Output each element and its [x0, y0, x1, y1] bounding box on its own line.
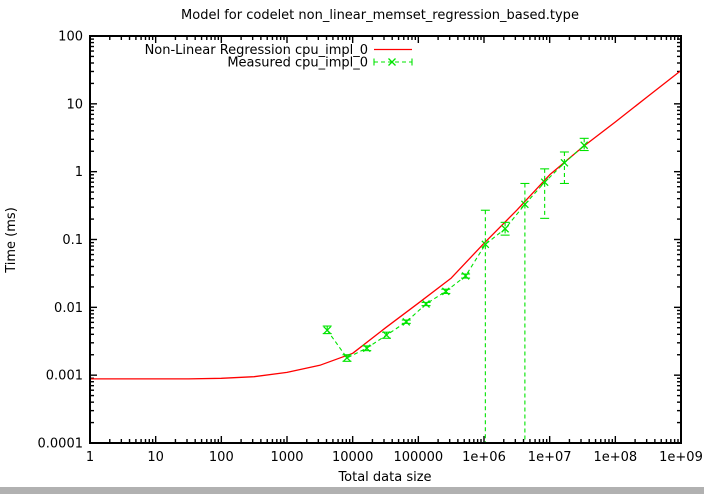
x-marker-icon: [540, 178, 549, 187]
legend: Non-Linear Regression cpu_impl_0Measured…: [145, 43, 413, 71]
y-tick-label: 1: [75, 165, 83, 180]
x-tick-label: 100: [209, 450, 234, 465]
legend-sample-measured-line: [373, 58, 413, 66]
legend-x-marker-icon: [388, 58, 396, 66]
chart-title: Model for codelet non_linear_memset_regr…: [181, 8, 579, 23]
legend-label-measured: Measured cpu_impl_0: [227, 56, 368, 71]
x-tick-label: 1e+07: [528, 450, 572, 465]
x-tick-label: 1000: [270, 450, 303, 465]
x-tick-label: 10: [147, 450, 164, 465]
y-tick-label: 0.0001: [38, 437, 84, 452]
y-tick-label: 0.001: [46, 369, 83, 384]
x-marker-icon: [402, 317, 411, 326]
y-tick-label: 100: [58, 30, 83, 45]
y-tick-label: 0.1: [62, 233, 83, 248]
y-tick-label: 0.01: [54, 301, 83, 316]
x-marker-icon: [422, 300, 431, 308]
x-marker-icon: [501, 224, 510, 233]
plot-area: 1 10 100 1000 10000 100000 1e+06 1e+07 1e+08 1e+0…: [38, 30, 703, 466]
plot-border: [89, 35, 682, 444]
x-axis-tick-labels: 1 10 100 1000 10000 100000 1e+06 1e+07 1e+08 1e+0…: [86, 450, 703, 465]
measured-series-errorbars: [322, 137, 589, 443]
x-marker-icon: [481, 240, 490, 249]
x-axis-title: Total data size: [337, 470, 431, 485]
x-marker-icon: [560, 158, 569, 167]
x-marker-icon: [323, 326, 332, 335]
x-tick-label: 1e+09: [659, 450, 703, 465]
x-marker-icon: [461, 272, 470, 280]
x-tick-label: 1e+08: [593, 450, 637, 465]
x-marker-icon: [382, 331, 391, 340]
x-tick-label: 1e+06: [462, 450, 506, 465]
x-marker-icon: [343, 353, 351, 362]
axis-ticks: [89, 35, 682, 444]
horizontal-scrollbar[interactable]: [0, 487, 704, 494]
x-tick-label: 100000: [394, 450, 444, 465]
y-tick-label: 10: [66, 97, 83, 112]
x-tick-label: 1: [86, 450, 94, 465]
x-marker-icon: [362, 344, 371, 353]
measured-series-markers: [323, 141, 589, 362]
legend-label-regression: Non-Linear Regression cpu_impl_0: [145, 43, 368, 58]
y-axis-tick-labels: 100 10 1 0.1 0.01 0.001 0.0001: [38, 30, 84, 452]
x-marker-icon: [441, 287, 450, 296]
x-marker-icon: [580, 141, 589, 150]
x-marker-icon: [520, 200, 529, 209]
y-axis-title: Time (ms): [4, 207, 19, 274]
measured-series-line: [326, 144, 585, 359]
x-tick-label: 10000: [332, 450, 373, 465]
